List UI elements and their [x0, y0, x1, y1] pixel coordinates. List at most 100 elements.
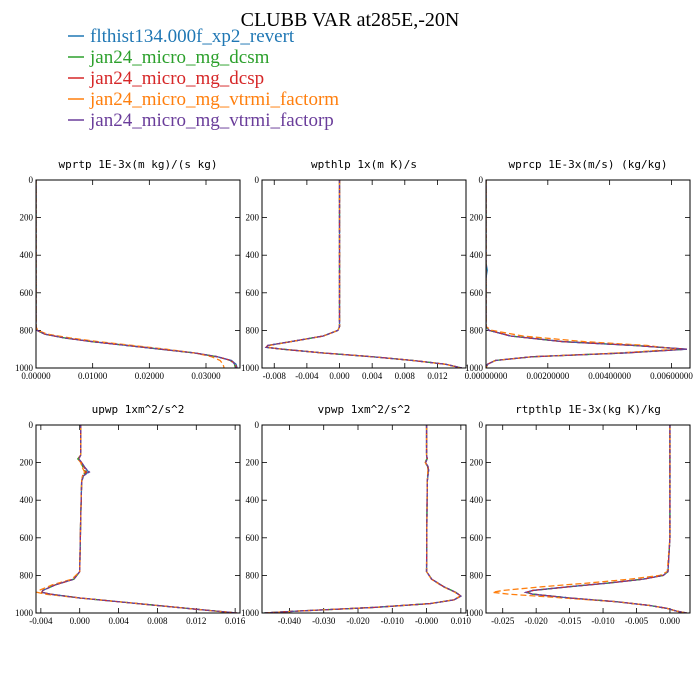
y-tick-label: 200	[470, 213, 484, 223]
x-tick-label: 0.00600000	[650, 371, 693, 381]
x-tick-label: 0.00400000	[588, 371, 631, 381]
x-tick-label: -0.020	[346, 616, 370, 626]
panel-title: wprcp 1E-3x(m/s) (kg/kg)	[509, 158, 668, 171]
series-line	[523, 425, 687, 613]
y-tick-label: 600	[470, 288, 484, 298]
y-tick-label: 600	[246, 533, 260, 543]
series-line	[486, 180, 678, 368]
plot-frame	[485, 424, 691, 614]
y-tick-label: 1000	[15, 363, 34, 373]
panel: wprcp 1E-3x(m/s) (kg/kg) 0 200 400 600 800 100…	[465, 158, 694, 381]
series-line	[36, 425, 236, 613]
legend-entry: jan24_micro_mg_vtrmi_factorm	[89, 89, 339, 110]
series-line	[263, 425, 463, 613]
x-tick-label: 0.016	[225, 616, 246, 626]
panel: wpthlp 1x(m K)/s 0 200 400 600 800 1000-0.008-…	[241, 158, 467, 381]
plot-frame	[485, 179, 691, 369]
y-tick-label: 400	[470, 495, 484, 505]
series-line	[40, 425, 238, 613]
y-tick-label: 800	[470, 325, 484, 335]
y-tick-label: 400	[20, 495, 34, 505]
x-tick-label: 0.012	[427, 371, 447, 381]
series-line	[523, 425, 687, 613]
series-line	[36, 180, 225, 368]
y-tick-label: 400	[246, 495, 260, 505]
plot-frame	[35, 424, 241, 614]
y-tick-label: 1000	[15, 608, 34, 618]
y-tick-label: 400	[20, 250, 34, 260]
plot-frame	[261, 179, 467, 369]
x-tick-label: 0.012	[186, 616, 206, 626]
x-tick-label: 0.03000	[191, 371, 221, 381]
series-line	[263, 425, 463, 613]
x-tick-label: -0.020	[525, 616, 549, 626]
x-tick-label: -0.005	[625, 616, 649, 626]
x-tick-label: -0.000	[415, 616, 439, 626]
legend-entry: flthist134.000f_xp2_revert	[90, 26, 295, 47]
x-tick-label: -0.040	[278, 616, 302, 626]
series-line	[263, 425, 463, 613]
y-tick-label: 600	[470, 533, 484, 543]
y-tick-label: 0	[479, 175, 484, 185]
y-tick-label: 0	[29, 175, 34, 185]
y-tick-label: 600	[20, 533, 34, 543]
y-tick-label: 600	[246, 288, 260, 298]
y-tick-label: 0	[255, 175, 260, 185]
x-tick-label: 0.00200000	[526, 371, 569, 381]
series-line	[486, 180, 687, 368]
legend-entry: jan24_micro_mg_vtrmi_factorp	[89, 110, 334, 131]
y-tick-label: 200	[246, 213, 260, 223]
panel: wprtp 1E-3x(m kg)/(s kg) 0 200 400 600 800 100…	[15, 158, 241, 381]
series-line	[264, 180, 463, 368]
y-tick-label: 0	[479, 420, 484, 430]
x-tick-label: 0.000	[70, 616, 91, 626]
y-tick-label: 200	[20, 458, 34, 468]
y-tick-label: 800	[246, 325, 260, 335]
panel: vpwp 1xm^2/s^2 0 200 400 600 800 1000 -0.040 -0.…	[241, 403, 471, 626]
series-line	[36, 180, 237, 368]
series-line	[486, 180, 684, 368]
y-tick-label: 1000	[241, 608, 260, 618]
y-tick-label: 200	[246, 458, 260, 468]
x-tick-label: 0.01000	[78, 371, 108, 381]
panel-title: wprtp 1E-3x(m kg)/(s kg)	[59, 158, 218, 171]
x-tick-label: 0.000	[660, 616, 681, 626]
series-line	[263, 425, 463, 613]
series-line	[264, 180, 463, 368]
panel-title: vpwp 1xm^2/s^2	[318, 403, 411, 416]
series-line	[264, 180, 463, 368]
x-tick-label: -0.030	[312, 616, 336, 626]
y-tick-label: 0	[29, 420, 34, 430]
panel-title: upwp 1xm^2/s^2	[92, 403, 185, 416]
series-line	[36, 180, 238, 368]
y-tick-label: 200	[470, 458, 484, 468]
x-tick-label: 0.004	[108, 616, 129, 626]
series-line	[36, 180, 238, 368]
panel: upwp 1xm^2/s^2 0 200 400 600 800 1000-0.004 0.0…	[15, 403, 246, 626]
panel: rtpthlp 1E-3x(kg K)/kg02004006008001000-…	[465, 403, 691, 626]
y-tick-label: 800	[20, 570, 34, 580]
series-line	[40, 425, 238, 613]
plot-frame	[35, 179, 241, 369]
x-tick-label: -0.010	[591, 616, 615, 626]
x-tick-label: 0.008	[395, 371, 416, 381]
x-tick-label: -0.004	[29, 616, 53, 626]
series-line	[40, 425, 238, 613]
legend-entry: jan24_micro_mg_dcsm	[89, 47, 270, 68]
x-tick-label: 0.000	[329, 371, 350, 381]
x-tick-label: -0.015	[558, 616, 582, 626]
series-line	[40, 425, 238, 613]
x-tick-label: 0.010	[451, 616, 472, 626]
panel-title: wpthlp 1x(m K)/s	[311, 158, 417, 171]
y-tick-label: 600	[20, 288, 34, 298]
y-tick-label: 1000	[465, 608, 484, 618]
plot-frame	[261, 424, 467, 614]
x-tick-label: -0.004	[295, 371, 319, 381]
x-tick-label: -0.025	[491, 616, 515, 626]
series-line	[265, 180, 462, 368]
x-tick-label: 0.02000	[135, 371, 165, 381]
series-line	[486, 180, 687, 368]
x-tick-label: 0.004	[362, 371, 383, 381]
legend-entry: jan24_micro_mg_dcsp	[89, 68, 264, 89]
